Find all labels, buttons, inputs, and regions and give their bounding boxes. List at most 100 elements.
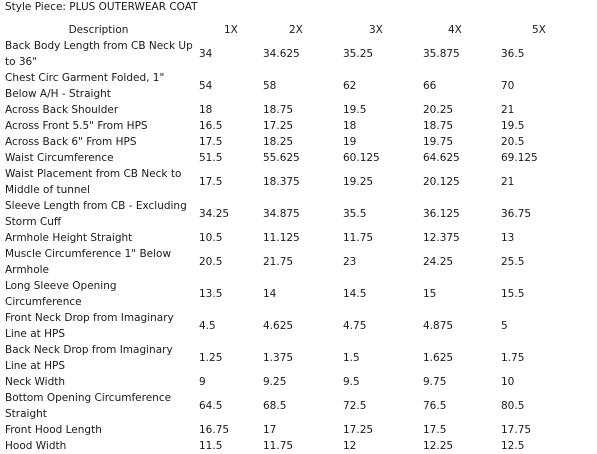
row-description: Chest Circ Garment Folded, 1" Below A/H … bbox=[5, 72, 165, 100]
row-description: Front Hood Length bbox=[5, 424, 102, 436]
header-size-5x: 5X bbox=[532, 24, 546, 36]
cell-4x: 12.25 bbox=[423, 440, 454, 452]
cell-5x: 12.5 bbox=[501, 440, 525, 452]
cell-3x: 9.5 bbox=[343, 376, 360, 388]
cell-4x: 19.75 bbox=[423, 136, 454, 148]
cell-1x: 9 bbox=[199, 376, 206, 388]
cell-3x: 35.25 bbox=[343, 48, 374, 60]
cell-2x: 4.625 bbox=[263, 320, 294, 332]
cell-2x: 14 bbox=[263, 288, 277, 300]
cell-5x: 70 bbox=[501, 80, 515, 92]
cell-4x: 9.75 bbox=[423, 376, 447, 388]
cell-2x: 18.25 bbox=[263, 136, 294, 148]
cell-1x: 1.25 bbox=[199, 352, 223, 364]
cell-5x: 80.5 bbox=[501, 400, 525, 412]
cell-5x: 21 bbox=[501, 176, 515, 188]
cell-3x: 62 bbox=[343, 80, 357, 92]
cell-1x: 64.5 bbox=[199, 400, 223, 412]
cell-2x: 9.25 bbox=[263, 376, 287, 388]
cell-3x: 1.5 bbox=[343, 352, 360, 364]
cell-3x: 35.5 bbox=[343, 208, 367, 220]
cell-2x: 18.375 bbox=[263, 176, 300, 188]
table-row: Muscle Circumference 1" Below Armhole 20… bbox=[0, 246, 597, 278]
header-size-2x: 2X bbox=[289, 24, 303, 36]
cell-4x: 1.625 bbox=[423, 352, 454, 364]
cell-4x: 35.875 bbox=[423, 48, 460, 60]
table-row: Sleeve Length from CB - Excluding Storm … bbox=[0, 198, 597, 230]
cell-4x: 20.125 bbox=[423, 176, 460, 188]
table-row: Front Hood Length 16.75 17 17.25 17.5 17… bbox=[0, 422, 597, 438]
cell-2x: 34.625 bbox=[263, 48, 300, 60]
cell-1x: 51.5 bbox=[199, 152, 223, 164]
spec-sheet-page: Style Piece: PLUS OUTERWEAR COAT Descrip… bbox=[5, 1, 546, 452]
cell-3x: 19.5 bbox=[343, 104, 367, 116]
style-title: Style Piece: PLUS OUTERWEAR COAT bbox=[5, 1, 198, 13]
table-row: Armhole Height Straight 10.5 11.125 11.7… bbox=[0, 230, 597, 246]
row-description: Hood Width bbox=[5, 440, 67, 452]
cell-2x: 55.625 bbox=[263, 152, 300, 164]
cell-1x: 17.5 bbox=[199, 176, 223, 188]
table-row: Long Sleeve Opening Circumference 13.5 1… bbox=[0, 278, 597, 310]
cell-5x: 36.5 bbox=[501, 48, 525, 60]
cell-2x: 17.25 bbox=[263, 120, 294, 132]
row-description: Waist Placement from CB Neck to Middle o… bbox=[5, 168, 182, 196]
cell-1x: 20.5 bbox=[199, 256, 223, 268]
cell-3x: 19 bbox=[343, 136, 357, 148]
cell-5x: 15.5 bbox=[501, 288, 525, 300]
cell-2x: 21.75 bbox=[263, 256, 294, 268]
measurement-table: Description 1X 2X 3X 4X 5X Back Body Len… bbox=[0, 22, 597, 454]
row-description: Sleeve Length from CB - Excluding Storm … bbox=[5, 200, 187, 228]
cell-5x: 19.5 bbox=[501, 120, 525, 132]
cell-5x: 1.75 bbox=[501, 352, 525, 364]
cell-5x: 10 bbox=[501, 376, 515, 388]
row-description: Neck Width bbox=[5, 376, 66, 388]
cell-1x: 34 bbox=[199, 48, 213, 60]
row-description: Bottom Opening Circumference Straight bbox=[5, 392, 172, 420]
cell-5x: 13 bbox=[501, 232, 515, 244]
table-row: Across Back 6" From HPS 17.5 18.25 19 19… bbox=[0, 134, 597, 150]
table-row: Bottom Opening Circumference Straight 64… bbox=[0, 390, 597, 422]
cell-3x: 17.25 bbox=[343, 424, 374, 436]
row-description: Across Back 6" From HPS bbox=[5, 136, 137, 148]
cell-1x: 54 bbox=[199, 80, 213, 92]
row-description: Across Back Shoulder bbox=[5, 104, 119, 116]
table-row: Chest Circ Garment Folded, 1" Below A/H … bbox=[0, 70, 597, 102]
header-description: Description bbox=[68, 24, 129, 36]
table-row: Hood Width 11.5 11.75 12 12.25 12.5 bbox=[0, 438, 597, 454]
cell-3x: 72.5 bbox=[343, 400, 367, 412]
cell-5x: 21 bbox=[501, 104, 515, 116]
cell-3x: 14.5 bbox=[343, 288, 367, 300]
cell-4x: 20.25 bbox=[423, 104, 454, 116]
cell-2x: 68.5 bbox=[263, 400, 287, 412]
header-size-4x: 4X bbox=[448, 24, 462, 36]
cell-3x: 23 bbox=[343, 256, 357, 268]
cell-1x: 16.75 bbox=[199, 424, 230, 436]
cell-5x: 69.125 bbox=[501, 152, 538, 164]
cell-5x: 20.5 bbox=[501, 136, 525, 148]
row-description: Back Neck Drop from Imaginary Line at HP… bbox=[5, 344, 173, 372]
cell-4x: 36.125 bbox=[423, 208, 460, 220]
cell-4x: 76.5 bbox=[423, 400, 447, 412]
table-row: Back Body Length from CB Neck Up to 36" … bbox=[0, 38, 597, 70]
table-row: Across Back Shoulder 18 18.75 19.5 20.25… bbox=[0, 102, 597, 118]
table-row: Neck Width 9 9.25 9.5 9.75 10 bbox=[0, 374, 597, 390]
cell-2x: 58 bbox=[263, 80, 277, 92]
cell-5x: 17.75 bbox=[501, 424, 532, 436]
cell-1x: 10.5 bbox=[199, 232, 223, 244]
cell-4x: 15 bbox=[423, 288, 437, 300]
cell-4x: 4.875 bbox=[423, 320, 454, 332]
cell-1x: 34.25 bbox=[199, 208, 230, 220]
header-size-3x: 3X bbox=[369, 24, 383, 36]
cell-5x: 25.5 bbox=[501, 256, 525, 268]
cell-1x: 11.5 bbox=[199, 440, 223, 452]
row-description: Armhole Height Straight bbox=[5, 232, 133, 244]
cell-1x: 18 bbox=[199, 104, 213, 116]
row-description: Front Neck Drop from Imaginary Line at H… bbox=[5, 312, 174, 340]
table-row: Back Neck Drop from Imaginary Line at HP… bbox=[0, 342, 597, 374]
cell-3x: 12 bbox=[343, 440, 357, 452]
header-row: Description 1X 2X 3X 4X 5X bbox=[0, 22, 597, 38]
cell-4x: 64.625 bbox=[423, 152, 460, 164]
cell-2x: 17 bbox=[263, 424, 277, 436]
cell-2x: 18.75 bbox=[263, 104, 294, 116]
cell-3x: 60.125 bbox=[343, 152, 380, 164]
